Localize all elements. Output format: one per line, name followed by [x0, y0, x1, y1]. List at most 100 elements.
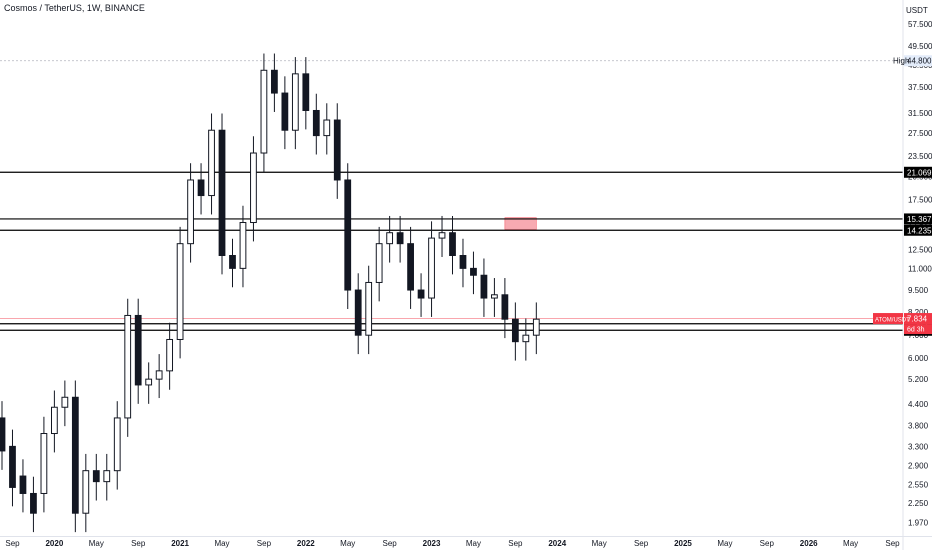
y-tick-label: 31.500	[908, 109, 932, 118]
level-price-badge-bg	[904, 213, 932, 225]
candle-body[interactable]	[134, 314, 142, 386]
countdown-label: 6d 3h	[907, 327, 925, 334]
candle-body[interactable]	[50, 406, 58, 435]
candle-body[interactable]	[312, 109, 320, 137]
level-price-badge: 14.235	[907, 226, 932, 235]
candle-body[interactable]	[145, 378, 153, 386]
candle-body[interactable]	[9, 445, 16, 488]
candle-body[interactable]	[281, 92, 289, 131]
candle-body[interactable]	[491, 294, 498, 299]
chart-title: Cosmos / TetherUS, 1W, BINANCE	[4, 3, 145, 13]
y-tick-label: 3.300	[908, 442, 929, 451]
candle-body[interactable]	[197, 179, 205, 197]
candle-body[interactable]	[103, 470, 111, 483]
candle-body[interactable]	[417, 289, 425, 299]
candle-body[interactable]	[449, 232, 456, 257]
y-tick-label: 8.200	[908, 308, 929, 317]
candle-body[interactable]	[40, 433, 48, 494]
candle-body[interactable]	[176, 243, 184, 340]
x-tick-label: Sep	[508, 539, 523, 548]
candle-body[interactable]	[480, 274, 488, 299]
y-tick-label: 23.500	[908, 152, 932, 161]
high-price-badge-bg	[904, 55, 932, 67]
candle-body[interactable]	[354, 289, 362, 336]
candle-body[interactable]	[250, 152, 257, 224]
candle-body[interactable]	[0, 417, 6, 452]
candle-body[interactable]	[208, 129, 215, 197]
candle-body[interactable]	[113, 417, 121, 472]
candle-body[interactable]	[155, 370, 163, 380]
high-label: High	[893, 57, 909, 66]
x-tick-label: Sep	[885, 539, 900, 548]
x-tick-label: 2025	[674, 539, 692, 548]
candle-body[interactable]	[92, 470, 100, 483]
candle-body[interactable]	[302, 73, 310, 111]
x-tick-label: May	[214, 539, 229, 548]
supply-zone[interactable]	[504, 217, 537, 230]
y-tick-label: 5.200	[908, 375, 929, 384]
y-tick-label: 49.500	[908, 42, 932, 51]
candle-body[interactable]	[333, 119, 341, 181]
x-tick-label: 2022	[297, 539, 315, 548]
candle-body[interactable]	[82, 470, 90, 514]
y-tick-label: 9.500	[908, 286, 929, 295]
x-tick-label: 2023	[423, 539, 441, 548]
candle-body[interactable]	[187, 179, 194, 245]
y-tick-label: 37.500	[908, 83, 932, 92]
x-tick-label: Sep	[131, 539, 146, 548]
candle-body[interactable]	[260, 69, 268, 154]
x-tick-label: Sep	[257, 539, 272, 548]
last-price-badge: 7.834	[907, 315, 928, 324]
y-tick-label: 6.000	[908, 354, 929, 363]
y-tick-label: 4.400	[908, 400, 929, 409]
x-tick-label: 2026	[800, 539, 818, 548]
candle-body[interactable]	[459, 255, 467, 269]
level-price-badge: 21.069	[907, 168, 932, 177]
x-tick-label: Sep	[760, 539, 775, 548]
candle-body[interactable]	[271, 69, 278, 94]
candle-body[interactable]	[470, 267, 477, 276]
level-price-badge-bg	[904, 224, 932, 236]
x-tick-label: Sep	[5, 539, 20, 548]
candle-body[interactable]	[323, 119, 331, 137]
candle-body[interactable]	[229, 255, 236, 269]
y-tick-label: 57.500	[908, 20, 932, 29]
y-tick-label: 3.800	[908, 422, 929, 431]
candle-body[interactable]	[124, 314, 132, 419]
y-tick-label: 2.250	[908, 499, 929, 508]
x-tick-label: 2021	[171, 539, 189, 548]
y-tick-label: 17.500	[908, 196, 932, 205]
candle-body[interactable]	[438, 232, 446, 239]
candle-body[interactable]	[344, 179, 352, 291]
candle-body[interactable]	[166, 338, 174, 372]
x-tick-label: May	[89, 539, 104, 548]
level-price-badge-bg	[904, 166, 932, 178]
candle-body[interactable]	[375, 243, 383, 283]
candle-body[interactable]	[386, 232, 394, 245]
candle-body[interactable]	[396, 232, 404, 245]
candle-body[interactable]	[511, 318, 519, 343]
candle-body[interactable]	[239, 222, 247, 269]
candle-body[interactable]	[61, 396, 69, 408]
candle-body[interactable]	[218, 129, 226, 257]
x-tick-label: 2020	[45, 539, 63, 548]
candle-body[interactable]	[407, 243, 414, 291]
y-tick-label: 1.970	[908, 519, 929, 528]
candle-body[interactable]	[428, 237, 435, 299]
candle-body[interactable]	[501, 294, 509, 320]
candle-body[interactable]	[19, 475, 27, 494]
x-tick-label: Sep	[634, 539, 649, 548]
candle-body[interactable]	[30, 492, 37, 514]
high-price-badge: 44.800	[907, 57, 932, 66]
x-tick-label: May	[340, 539, 355, 548]
y-tick-label: 12.500	[908, 245, 932, 254]
candle-body[interactable]	[291, 73, 299, 131]
x-tick-label: May	[466, 539, 481, 548]
candle-body[interactable]	[532, 318, 540, 336]
candle-body[interactable]	[71, 396, 79, 514]
candle-body[interactable]	[522, 334, 530, 343]
candle-body[interactable]	[365, 281, 373, 336]
y-tick-label: 11.000	[908, 264, 932, 273]
x-tick-label: May	[717, 539, 732, 548]
